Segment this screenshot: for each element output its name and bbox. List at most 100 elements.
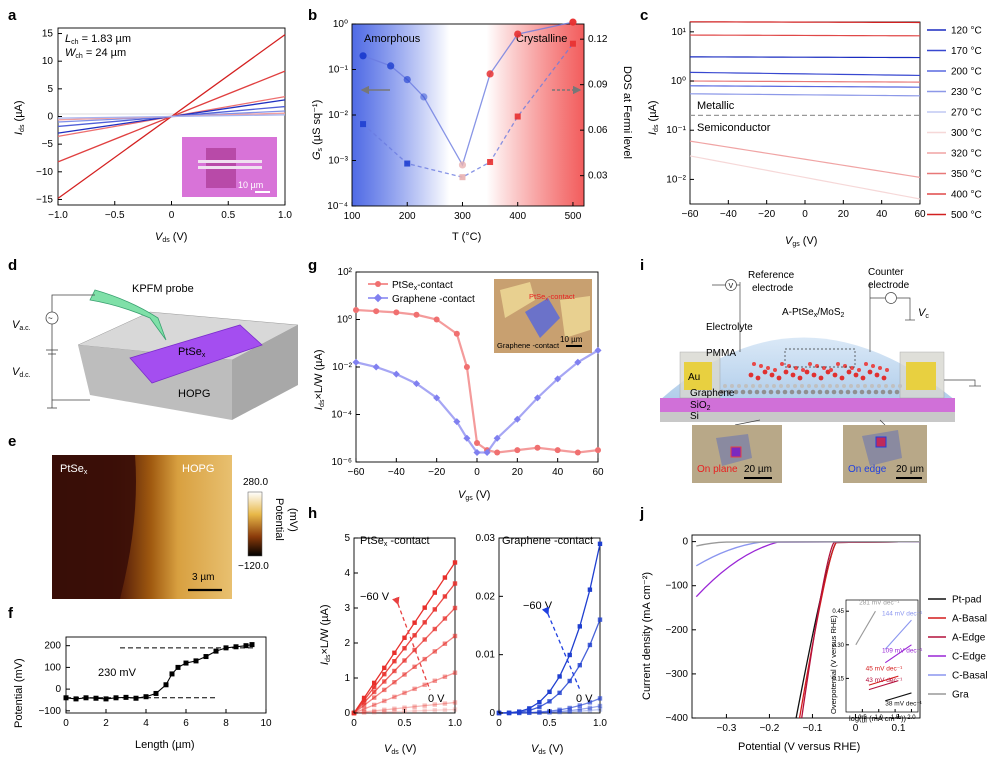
point-h [517,710,522,716]
point-f [243,643,249,649]
ytick-label-f: 0 [55,684,61,695]
xlabel-a: Vds (V) [155,231,187,244]
atom-base [796,389,802,395]
point-h [382,679,387,684]
ylabel-b-right: DOS at Fermi level [621,66,633,159]
title-h-right: Graphene -contact [502,535,593,547]
point-g-ptse [595,447,601,454]
point-h [392,650,397,655]
ytick-label-h: 1 [344,673,350,684]
atom-base [782,389,788,395]
legend-label-c: 400 °C [951,190,982,201]
atom-top-2 [780,362,784,366]
point-h [372,708,377,714]
series-j-5 [696,540,921,547]
xtick-label-c: 0 [802,209,808,220]
ylabel-j: Current density (mA cm⁻²) [641,572,653,700]
atom-base [810,389,816,395]
series-group-c [689,21,921,200]
tafel-line-4 [868,680,899,691]
point-b-gs [458,161,467,169]
inset-series-j: 281 mV dec⁻¹ 144 mV dec⁻¹ 109 mV dec⁻¹ 45 m… [832,599,923,721]
point-h [517,710,522,716]
label-electrolyte: Electrolyte [706,322,753,333]
point-h [577,703,582,708]
au-pad-right [906,362,936,390]
atom-mid [870,384,874,388]
atom-top-2 [794,366,798,370]
point-h [587,642,593,648]
point-g-graphene [412,380,421,388]
ytick-label-j: −400 [665,713,688,724]
point-g-ptse [474,440,480,446]
ytick-label-f: 200 [44,641,61,652]
axes-frame-j [691,534,921,719]
ytick-label-c: 10⁻¹ [666,125,686,136]
atom-mid [772,384,776,388]
point-g-graphene [433,394,441,402]
point-h [361,706,367,712]
atom-top-2 [759,364,763,368]
series-group-j [695,540,921,719]
voltmeter-icon [725,279,737,291]
inset-xtick-label-j: 1.5 [891,715,900,721]
point-h [412,664,417,669]
bg-gradient-b [352,24,584,206]
xtick-label-h: 0.5 [398,718,412,729]
ytick-label-h: 0.02 [476,591,496,602]
point-h [452,605,458,611]
point-h [577,663,582,668]
legend-marker-graphene [373,293,383,303]
point-b-gs [569,18,577,26]
xtick-label-g: −60 [348,467,365,478]
point-h [527,710,532,716]
inset-electrode-2 [198,166,262,169]
point-h [567,708,572,713]
xtick-label-h: 0 [496,718,502,729]
panel-label-d: d [8,257,17,274]
point-h [432,678,437,683]
ticks-h: 0 0.5 1.0 0 1 2 3 4 5 0 0.5 1.0 0 0.01 0.02 0.03 [344,533,607,729]
window-on-plane [730,446,742,458]
point-h [597,541,603,547]
point-f [203,654,209,660]
ytick-label-j: −300 [665,669,688,680]
tafel-line-5 [885,692,912,702]
point-h [392,659,397,664]
panel-g: −60 −40 −20 0 20 40 60 10⁻⁶ 10⁻⁴ 10⁻² 10⁰ 10² PtSex… [313,267,604,502]
atom-mid [849,384,853,388]
legend-marker-ptse [375,281,381,287]
point-h [452,700,458,705]
tafel-line-0 [855,610,876,646]
axes-frame-f [65,636,267,714]
atom-layer-i [719,362,902,395]
atom-base [824,389,830,395]
atom-top [881,375,887,381]
xtick-label-b: 300 [454,211,471,222]
point-f [193,658,199,664]
point-h [442,674,448,679]
ytick-label-g: 10⁻⁴ [331,410,352,421]
xtick-label-c: 60 [914,209,926,220]
xtick-label-f: 2 [103,718,109,729]
point-h [537,709,542,715]
series-j-2 [801,540,921,719]
si-layer [660,412,955,422]
point-h [557,674,562,679]
panel-label-c: c [640,7,648,24]
point-h [361,710,367,715]
atom-base [838,389,844,395]
point-g-ptse [413,311,420,318]
atom-base [866,389,872,395]
point-h [547,699,552,704]
point-h [537,699,542,705]
ticks-b: 100 200 300 400 500 10⁻⁴ 10⁻³ 10⁻² 10⁻¹ 10⁰ 0.03 0.… [327,19,608,222]
point-g-graphene [554,375,562,383]
point-h [442,575,448,580]
xtick-label-f: 6 [183,718,189,729]
ytick-label-f: −100 [38,706,61,717]
ytick-label-c: 10⁻² [666,174,686,185]
xtick-label-a: 0 [169,210,175,221]
param-lch: Lch = 1.83 µm [65,33,131,46]
ytick-label-h: 2 [344,638,350,649]
